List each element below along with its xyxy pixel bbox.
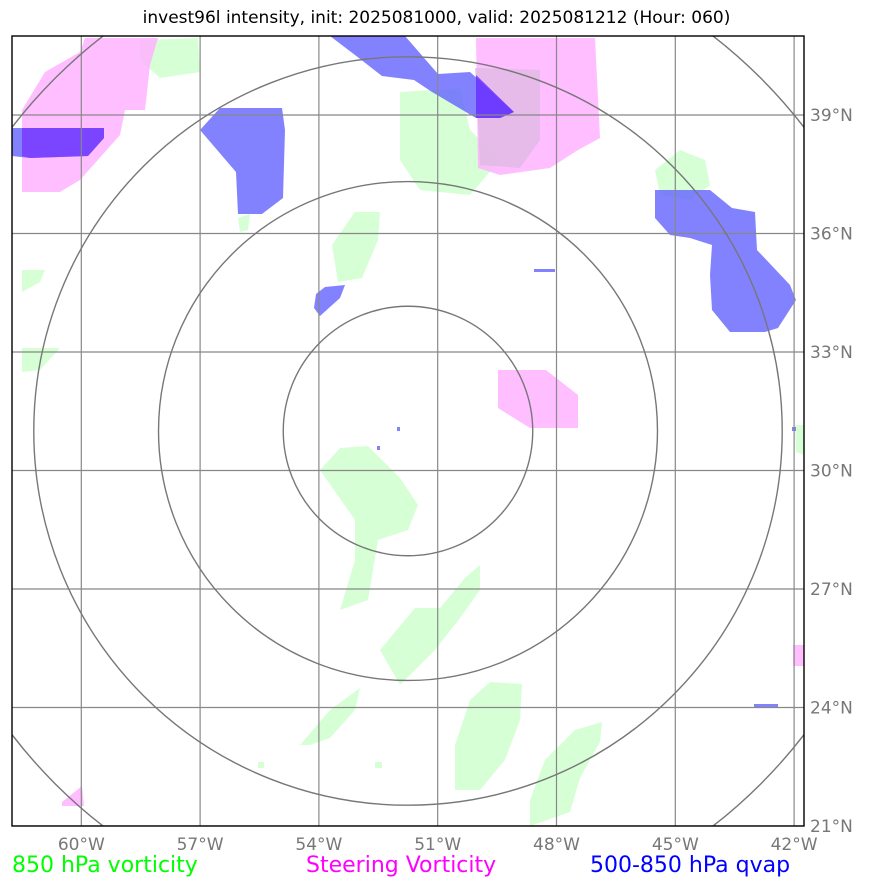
legend-steering-vorticity: Steering Vorticity	[306, 853, 497, 878]
longitude-tick-label: 60°W	[58, 835, 105, 855]
range-ring	[33, 56, 783, 806]
overlap-shading	[22, 75, 514, 158]
legend-qvap: 500-850 hPa qvap	[590, 853, 791, 878]
longitude-tick-label: 48°W	[533, 835, 580, 855]
graticule	[12, 36, 804, 826]
range-ring	[282, 305, 534, 557]
latitude-tick-label: 27°N	[810, 580, 853, 600]
longitude-tick-label: 45°W	[652, 835, 699, 855]
longitude-tick-label: 42°W	[771, 835, 818, 855]
longitude-tick-label: 57°W	[177, 835, 224, 855]
legend-850-vorticity: 850 hPa vorticity	[12, 853, 198, 878]
map-frame	[11, 35, 805, 827]
longitude-tick-label: 51°W	[414, 835, 461, 855]
latitude-tick-label: 36°N	[810, 225, 853, 245]
latitude-tick-label: 21°N	[810, 817, 853, 837]
latitude-tick-label: 24°N	[810, 699, 853, 719]
latitude-labels: 39°N 36°N 33°N 30°N 27°N 24°N 21°N	[810, 106, 853, 837]
longitude-labels: 60°W 57°W 54°W 51°W 48°W 45°W 42°W	[58, 835, 818, 855]
range-ring	[157, 180, 659, 682]
longitude-tick-label: 54°W	[295, 835, 342, 855]
latitude-tick-label: 30°N	[810, 462, 853, 482]
latitude-tick-label: 39°N	[810, 106, 853, 126]
plot-title: invest96l intensity, init: 2025081000, v…	[142, 8, 731, 28]
qvap-layer	[12, 36, 796, 707]
latitude-tick-label: 33°N	[810, 343, 853, 363]
